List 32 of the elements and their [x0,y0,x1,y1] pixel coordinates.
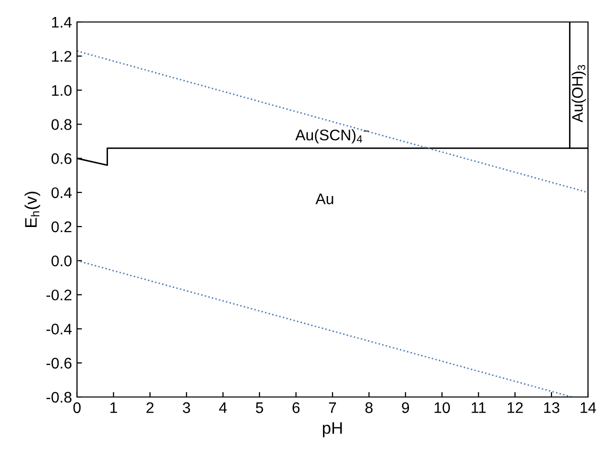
x-tick-label: 11 [472,402,486,413]
y-tick-label: 1.0 [52,85,72,96]
x-tick-label: 0 [73,402,81,414]
x-tick-label: 5 [256,402,264,414]
annotation: Au(OH)$_{3}$ [572,65,586,122]
y-tick-label: -0.4 [46,324,72,335]
x-tick-label: 9 [402,402,410,414]
y-tick-label: 1.2 [52,50,72,62]
y-tick-label: 0.0 [52,256,72,266]
y-tick-label: 0.8 [52,119,72,130]
x-tick-label: 3 [182,402,190,414]
y-tick-label: -0.6 [46,358,72,369]
y-tick-label: 0.4 [52,187,72,198]
x-tick-label: 4 [219,402,227,413]
y-tick-label: 0.6 [52,153,72,164]
x-axis-title: pH [322,422,342,438]
y-tick-label: 1.4 [52,17,72,28]
x-tick-label: 12 [508,402,523,413]
y-axis-title: E$_{h}$(v) [24,192,40,227]
annotation: Au(SCN)$_{4}$$^{−}$ [295,129,369,144]
y-tick-label: 0.2 [52,221,72,232]
y-tick-label: -0.8 [46,392,72,403]
x-tick-label: 2 [146,402,154,413]
x-tick-label: 8 [365,402,373,414]
x-tick-label: 13 [544,402,560,414]
y-tick-label: -0.2 [46,290,72,300]
x-tick-label: 6 [292,402,300,414]
x-tick-label: 1 [110,402,118,413]
x-tick-label: 14 [580,402,596,413]
x-tick-label: 7 [329,402,336,413]
annotation: Au [316,194,334,204]
x-tick-label: 10 [434,402,450,414]
